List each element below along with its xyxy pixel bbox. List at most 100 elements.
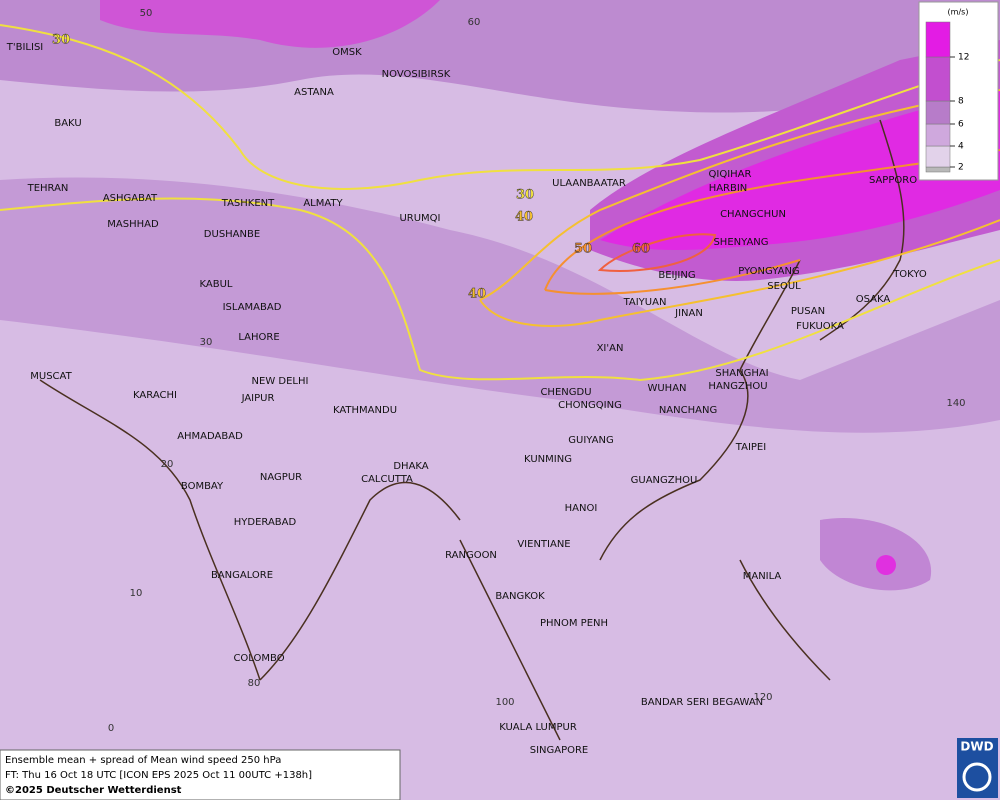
footer-box (0, 749, 401, 801)
city-label: RANGOON (445, 550, 497, 561)
city-label: NOVOSIBIRSK (382, 69, 451, 80)
city-label: CHONGQING (558, 400, 622, 411)
city-label: COLOMBO (233, 653, 284, 664)
legend-tick-label: 12 (958, 53, 969, 63)
contour-label: 60 (632, 242, 650, 257)
contour-label: 40 (515, 210, 533, 225)
city-label: CHANGCHUN (720, 209, 786, 220)
legend-band (925, 145, 951, 168)
contour-label: 30 (52, 33, 70, 48)
city-label: BEIJING (658, 270, 695, 281)
city-label: JAIPUR (241, 393, 275, 404)
city-label: URUMQI (399, 213, 440, 224)
city-label: LAHORE (238, 332, 279, 343)
city-label: QIQIHAR (709, 169, 752, 180)
city-label: ISLAMABAD (223, 302, 282, 313)
legend-tick-label: 2 (958, 163, 964, 173)
graticule-label: 20 (161, 459, 174, 470)
contour-label: 50 (574, 242, 592, 257)
city-label: PYONGYANG (738, 266, 799, 277)
city-label: DUSHANBE (204, 229, 260, 240)
city-label: MUSCAT (30, 371, 72, 382)
city-label: SHANGHAI (715, 368, 768, 379)
graticule-label: 30 (200, 337, 213, 348)
logo-box (957, 738, 998, 798)
graticule-label: 50 (140, 8, 153, 19)
city-label: GUIYANG (568, 435, 613, 446)
legend-tick-label: 8 (958, 97, 964, 107)
city-label: T'BILISI (6, 42, 43, 53)
city-label: HANOI (565, 503, 598, 514)
legend-band (925, 21, 951, 58)
city-label: KARACHI (133, 390, 177, 401)
city-label: KABUL (200, 279, 233, 290)
legend-tick-label: 4 (958, 142, 964, 152)
city-label: NAGPUR (260, 472, 302, 483)
city-label: CALCUTTA (361, 474, 413, 485)
graticule-label: 140 (946, 398, 965, 409)
graticule-label: 80 (248, 678, 261, 689)
coastlines (39, 119, 905, 741)
city-label: ASTANA (294, 87, 334, 98)
graticule-label: 60 (468, 17, 481, 28)
city-label: AHMADABAD (177, 431, 243, 442)
city-label: BANGKOK (495, 591, 545, 602)
city-label: NEW DELHI (252, 376, 309, 387)
legend-band (925, 123, 951, 147)
legend-unit: (m/s) (948, 8, 969, 17)
city-label: HARBIN (709, 183, 748, 194)
legend-band (925, 100, 951, 125)
footer: Ensemble mean + spread of Mean wind spee… (0, 749, 401, 801)
city-label: ULAANBAATAR (552, 178, 626, 189)
city-label: TAIPEI (735, 442, 766, 453)
logo-text: DWD (960, 740, 993, 754)
city-label: KUNMING (524, 454, 572, 465)
city-label: BOMBAY (181, 481, 224, 492)
contours (0, 24, 1000, 382)
logo-icon (962, 762, 992, 792)
city-label: BAKU (54, 118, 81, 129)
city-label: TAIYUAN (623, 297, 667, 308)
footer-copyright: ©2025 Deutscher Wetterdienst (5, 785, 182, 796)
field-area (820, 518, 932, 591)
city-label: OMSK (332, 47, 362, 58)
graticule-label: 0 (108, 723, 114, 734)
city-label: HYDERABAD (234, 517, 297, 528)
graticule-label: 10 (130, 588, 143, 599)
city-label: MANILA (743, 571, 782, 582)
footer-title: Ensemble mean + spread of Mean wind spee… (5, 755, 281, 766)
city-label: TOKYO (892, 269, 927, 280)
city-label: SEOUL (767, 281, 801, 292)
city-label: MASHHAD (107, 219, 159, 230)
city-label: VIENTIANE (517, 539, 570, 550)
city-label: SINGAPORE (530, 745, 589, 756)
city-label: NANCHANG (659, 405, 717, 416)
city-label: SAPPORO (869, 175, 917, 186)
city-label: OSAKA (856, 294, 891, 305)
city-label: BANGALORE (211, 570, 273, 581)
legend: (m/s) 2 4 6 8 12 (918, 1, 999, 181)
city-label: KATHMANDU (333, 405, 397, 416)
city-label: WUHAN (647, 383, 686, 394)
graticule-label: 120 (753, 692, 772, 703)
graticule-label: 100 (495, 697, 514, 708)
city-label: PHNOM PENH (540, 618, 608, 629)
city-label: PUSAN (791, 306, 825, 317)
city-label: DHAKA (393, 461, 428, 472)
contour-label: 30 (516, 188, 534, 203)
city-label: CHENGDU (540, 387, 591, 398)
legend-tick-label: 6 (958, 120, 964, 130)
city-label: BANDAR SERI BEGAWAN (641, 697, 763, 708)
legend-band (925, 166, 951, 173)
logo: DWD (957, 738, 998, 798)
city-label: TEHRAN (27, 183, 69, 194)
field-area (100, 0, 440, 48)
city-label: ASHGABAT (103, 193, 158, 204)
city-label: HANGZHOU (708, 381, 767, 392)
city-label: XI'AN (597, 343, 624, 354)
city-label: ALMATY (303, 198, 343, 209)
city-label: KUALA LUMPUR (499, 722, 577, 733)
city-label: JINAN (674, 308, 703, 319)
city-label: GUANGZHOU (631, 475, 698, 486)
